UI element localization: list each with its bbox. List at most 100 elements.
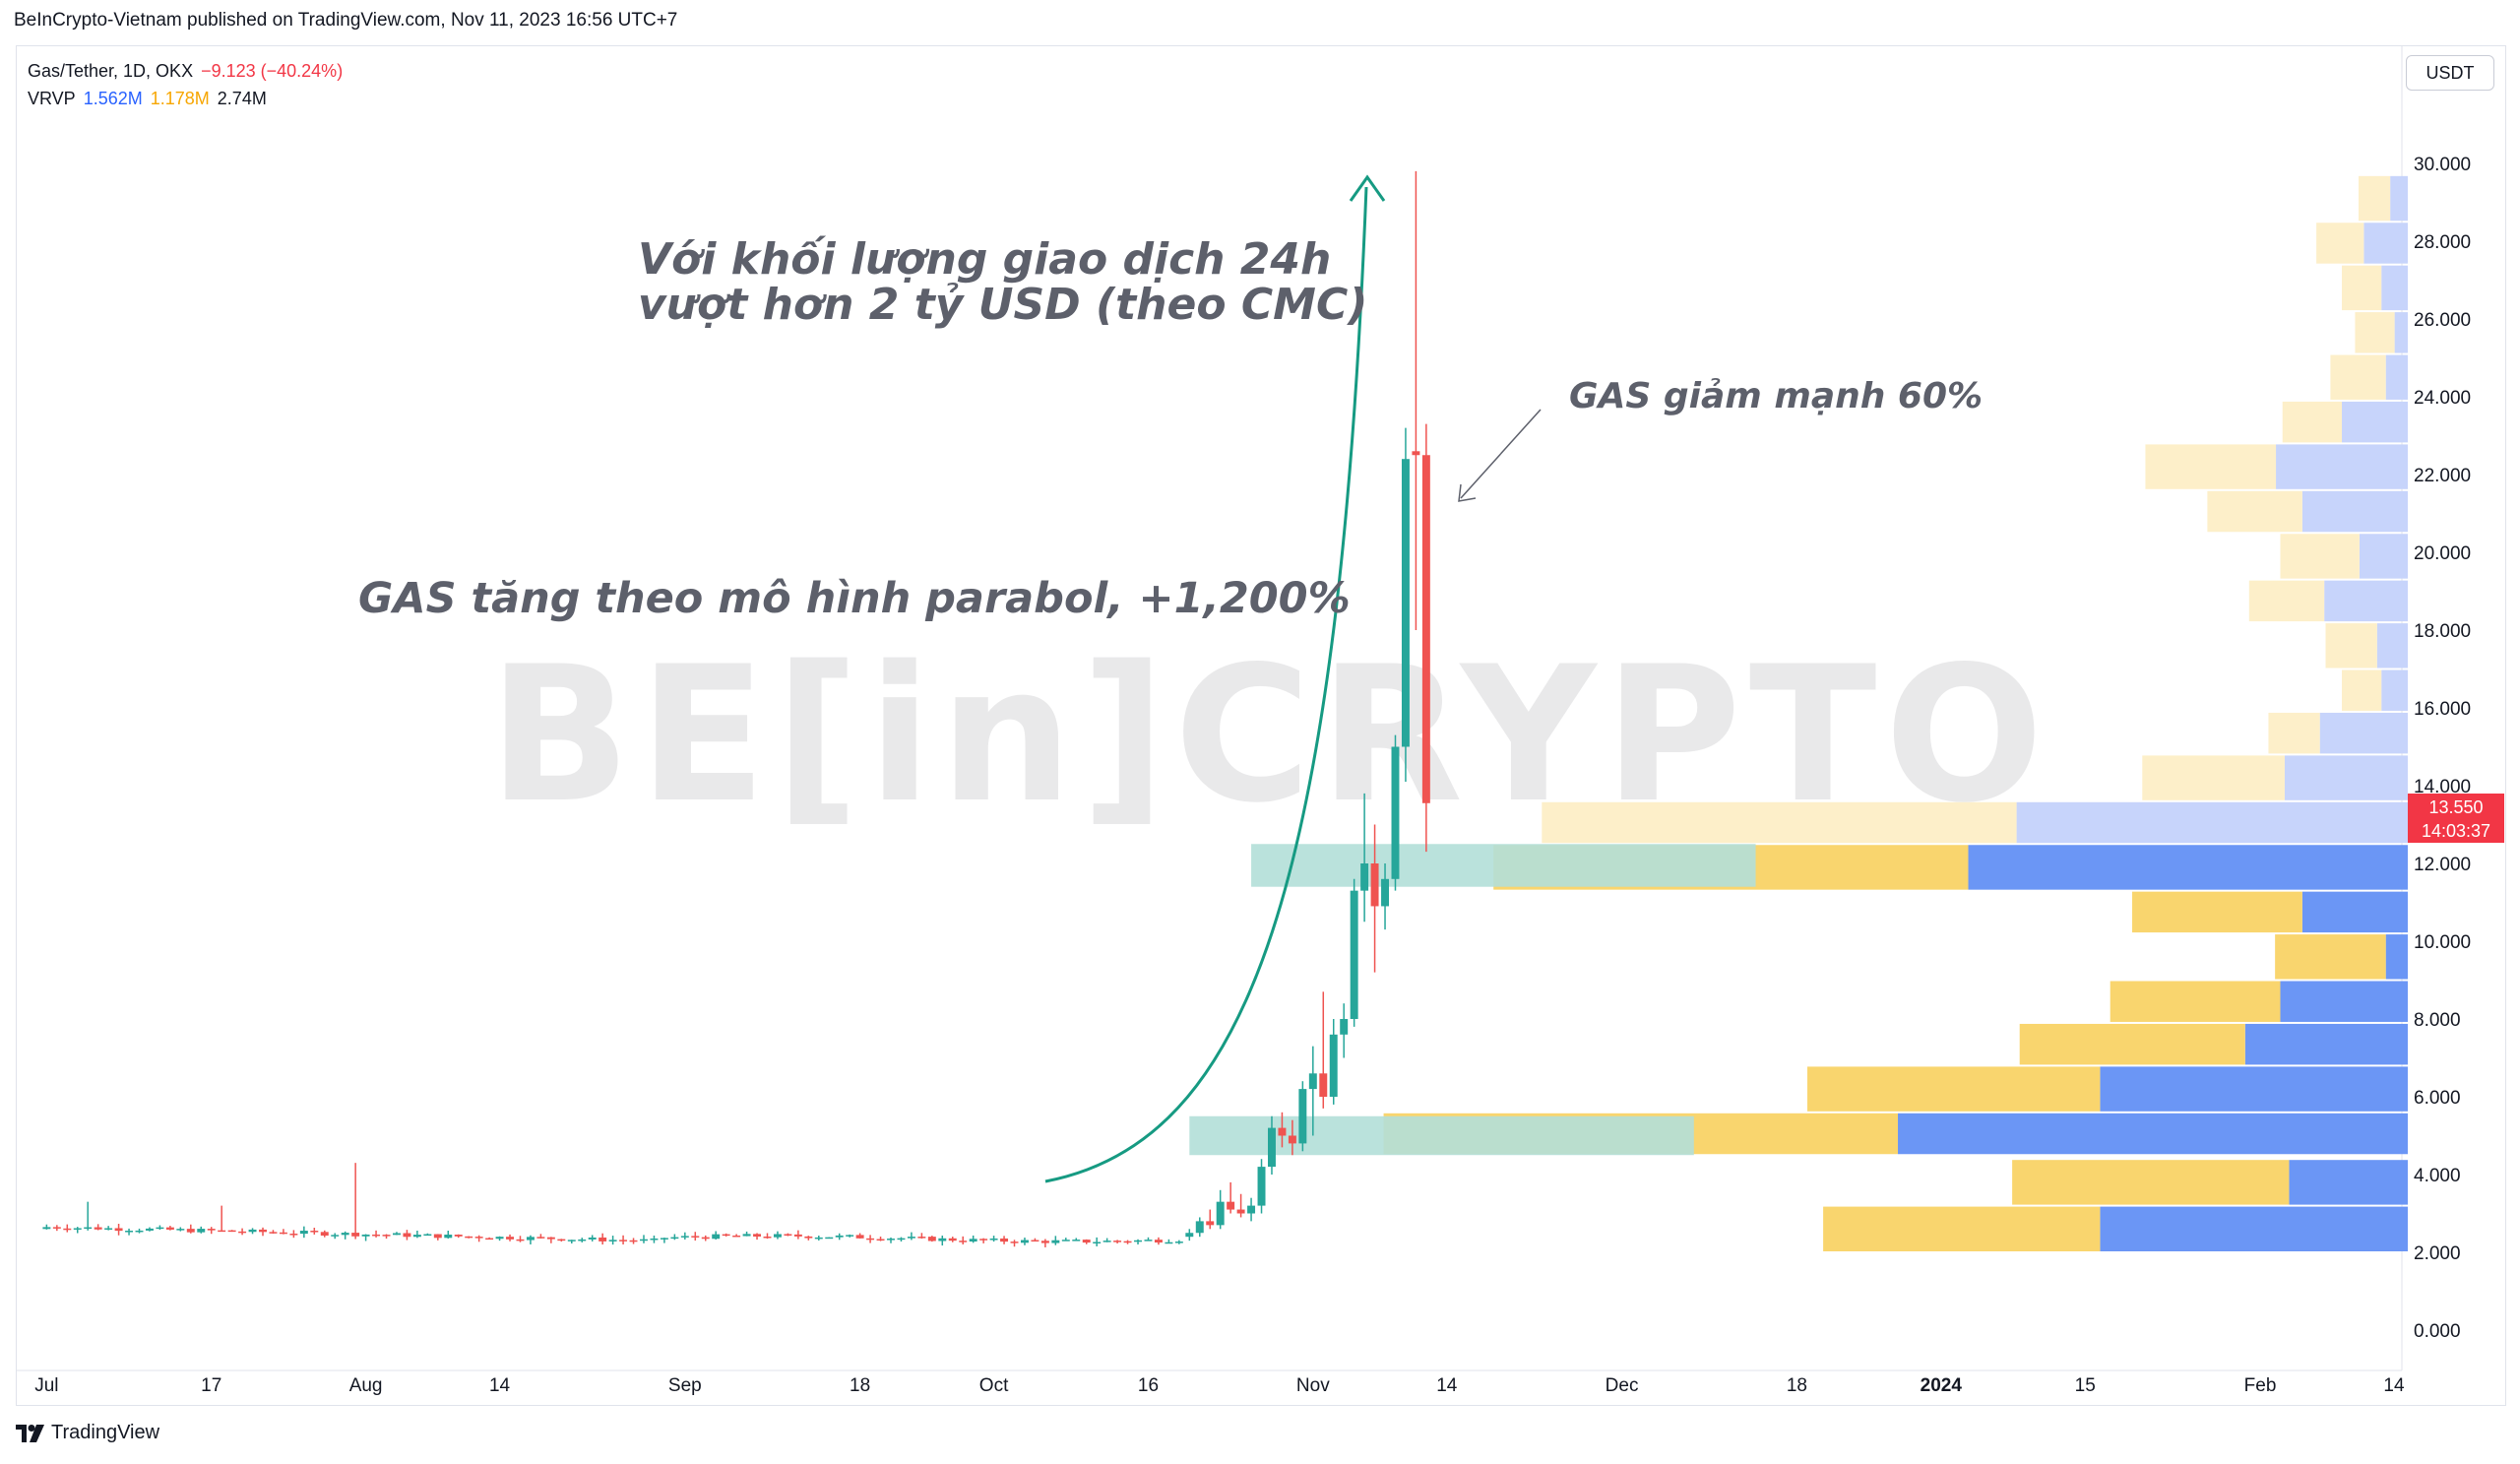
candle-body	[403, 1233, 411, 1238]
candle-body	[454, 1235, 463, 1237]
candle-body	[1051, 1240, 1060, 1243]
candle-body	[341, 1233, 349, 1236]
vp-bar-up	[2284, 755, 2408, 800]
vp-bar-up	[2363, 223, 2408, 264]
candle-body	[145, 1228, 154, 1231]
vp-bar-up	[2100, 1206, 2408, 1251]
candle-body	[1102, 1241, 1111, 1242]
candle-body	[567, 1240, 576, 1241]
y-tick-label: 6.000	[2414, 1088, 2461, 1109]
candle-body	[650, 1238, 659, 1241]
candle-body	[1093, 1241, 1102, 1244]
vp-bar-down	[2355, 312, 2395, 353]
vp-bar-down	[2012, 1160, 2290, 1205]
vp-bar-down	[2358, 175, 2391, 222]
candle-body	[135, 1230, 144, 1233]
candle-body	[84, 1227, 93, 1230]
candle-body	[804, 1236, 813, 1239]
candle-body	[814, 1237, 823, 1240]
candle-body	[1247, 1205, 1256, 1214]
bar-countdown: 14:03:37	[2421, 821, 2491, 841]
candle-body	[1113, 1241, 1122, 1242]
candle-body	[279, 1232, 287, 1235]
candle-body	[825, 1237, 834, 1240]
candle-body	[1144, 1240, 1153, 1241]
vp-bar-up	[2301, 490, 2408, 533]
candle-body	[114, 1228, 123, 1232]
candle-body	[433, 1234, 442, 1239]
candle-body	[1195, 1221, 1204, 1234]
vp-bar-up	[2385, 934, 2408, 980]
candle-body	[1082, 1240, 1091, 1243]
candle-body	[1206, 1221, 1215, 1226]
vp-bar-up	[2342, 401, 2408, 443]
x-tick-label: 18	[1787, 1375, 1807, 1396]
vp-bar-down	[2268, 712, 2320, 754]
last-price-tag: 13.550 14:03:37	[2408, 794, 2504, 843]
x-tick-label: Aug	[349, 1375, 383, 1396]
candle-body	[1421, 455, 1430, 803]
candle-body	[938, 1238, 947, 1241]
candle-body	[423, 1234, 432, 1237]
y-tick-label: 0.000	[2414, 1321, 2461, 1342]
candle-body	[238, 1231, 247, 1234]
last-price: 13.550	[2428, 797, 2484, 817]
candle-body	[506, 1237, 515, 1240]
candle-body	[1370, 863, 1379, 907]
candle-body	[763, 1236, 772, 1239]
candle-body	[1040, 1241, 1049, 1243]
x-tick-label: 15	[2075, 1375, 2096, 1396]
vp-bar-down	[2207, 490, 2302, 533]
x-tick-label: 18	[850, 1375, 870, 1396]
candle-body	[320, 1232, 329, 1236]
footer-branding[interactable]: TradingView	[16, 1422, 159, 1444]
x-tick-label: 14	[489, 1375, 511, 1396]
candle-body	[1020, 1240, 1029, 1243]
candle-body	[619, 1240, 628, 1241]
legend-indicator[interactable]: VRVP	[28, 89, 76, 108]
candle-body	[1072, 1240, 1081, 1241]
vp-bar-up	[1968, 845, 2408, 890]
legend-symbol[interactable]: Gas/Tether, 1D, OKX	[28, 61, 194, 81]
candle-body	[299, 1231, 308, 1235]
candle-body	[1278, 1127, 1287, 1136]
vp-bar-down	[2275, 934, 2386, 980]
candle-body	[42, 1227, 51, 1230]
candle-body	[701, 1237, 710, 1240]
vp-bar-down	[2019, 1023, 2245, 1065]
y-tick-label: 2.000	[2414, 1243, 2461, 1264]
candle-body	[1061, 1240, 1070, 1241]
candle-body	[218, 1230, 226, 1233]
drop-arrow	[1460, 409, 1542, 499]
candle-body	[578, 1239, 587, 1241]
vp-bar-up	[2244, 1023, 2408, 1065]
candle-body	[156, 1227, 164, 1230]
vp-bar-up	[2280, 981, 2408, 1022]
candle-body	[1288, 1135, 1296, 1144]
x-tick-label: Feb	[2244, 1375, 2277, 1396]
footer-brand: TradingView	[51, 1422, 160, 1443]
candle-body	[784, 1234, 792, 1236]
currency-button[interactable]: USDT	[2406, 55, 2494, 91]
candle-body	[125, 1231, 134, 1233]
candle-body	[732, 1235, 741, 1238]
vp-bar-down	[2316, 223, 2364, 264]
y-tick-label: 12.000	[2414, 855, 2471, 875]
candle-body	[1216, 1201, 1225, 1226]
candle-body	[917, 1237, 926, 1239]
candle-body	[52, 1227, 61, 1229]
candle-body	[927, 1237, 936, 1241]
candle-body	[186, 1229, 195, 1233]
y-tick-label: 20.000	[2414, 543, 2471, 564]
candle-body	[1227, 1201, 1235, 1210]
candle-body	[310, 1231, 319, 1233]
vp-bar-down	[2280, 534, 2360, 579]
candle-body	[793, 1234, 802, 1237]
candle-body	[876, 1239, 885, 1241]
candle-body	[248, 1229, 257, 1233]
vp-bar-up	[2381, 265, 2408, 311]
vp-bar-up	[2381, 669, 2408, 711]
candle-body	[598, 1237, 607, 1241]
candle-body	[969, 1239, 977, 1242]
